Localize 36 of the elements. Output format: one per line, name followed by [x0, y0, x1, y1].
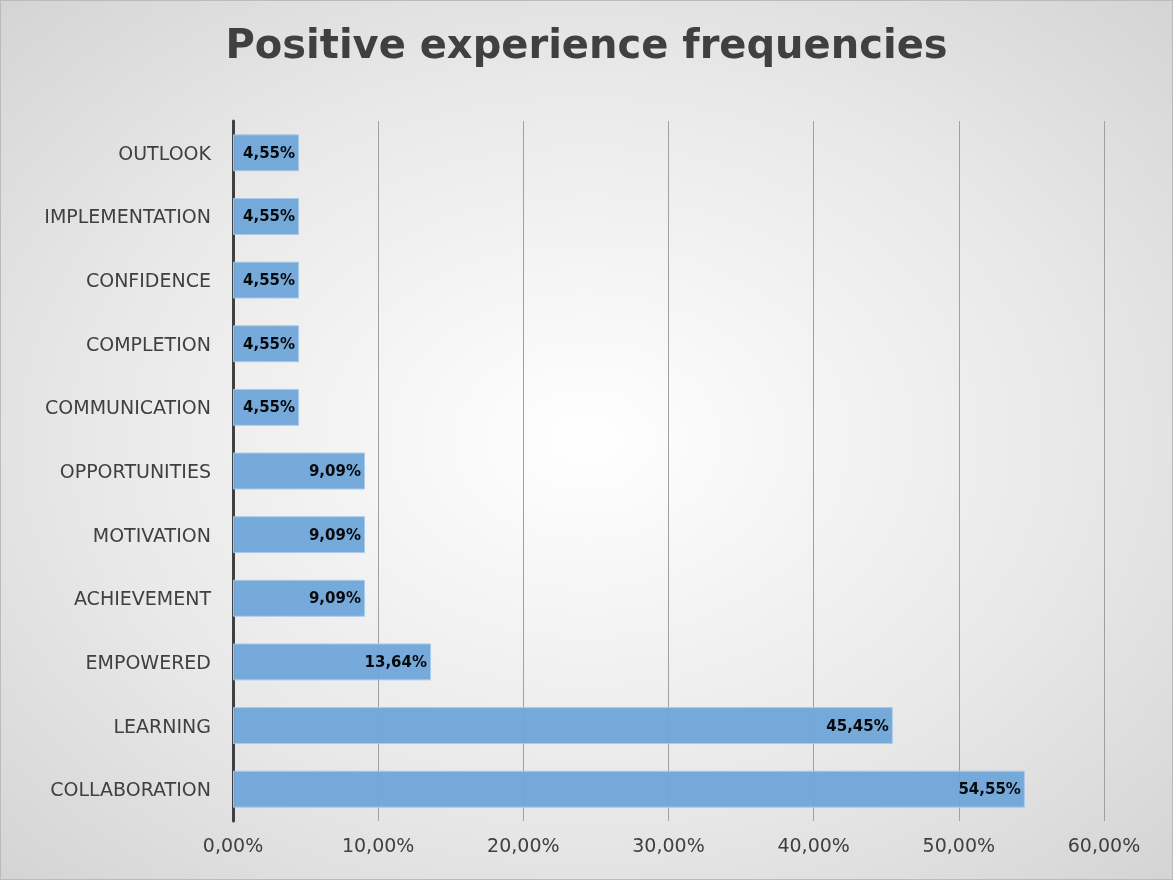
y-tick-label: COLLABORATION: [50, 778, 211, 801]
x-tick-label: 20,00%: [487, 833, 560, 856]
y-tick-label: EMPOWERED: [85, 650, 211, 673]
x-tick-label: 30,00%: [632, 833, 705, 856]
data-label: 54,55%: [958, 780, 1021, 799]
y-tick-label: OPPORTUNITIES: [59, 460, 211, 482]
x-tick-label: 10,00%: [341, 833, 415, 856]
x-tick-label: 50,00%: [922, 833, 996, 856]
bar: [233, 643, 432, 681]
bar: [233, 579, 365, 617]
y-tick-label: CONFIDENCE: [85, 269, 211, 292]
y-tick-label: COMPLETION: [85, 332, 211, 355]
data-label: 4,55%: [243, 334, 296, 353]
bar: [233, 516, 365, 554]
bar: [233, 452, 365, 490]
y-tick-label: MOTIVATION: [92, 523, 211, 546]
x-tick-label: 60,00%: [1067, 833, 1141, 856]
bar: [233, 707, 893, 744]
y-tick-label: ACHIEVEMENT: [73, 587, 212, 610]
x-tick-label: 0,00%: [202, 833, 264, 856]
chart-title: Positive experience frequencies: [225, 21, 948, 67]
data-label: 4,55%: [243, 271, 296, 290]
data-label: 9,09%: [308, 525, 361, 544]
y-tick-label: IMPLEMENTATION: [44, 205, 211, 228]
data-label: 45,45%: [826, 716, 889, 735]
data-label: 4,55%: [243, 143, 296, 162]
data-label: 13,64%: [364, 652, 428, 671]
data-label: 9,09%: [308, 589, 361, 608]
bar: [233, 770, 1025, 808]
data-label: 4,55%: [243, 398, 296, 417]
y-tick-label: LEARNING: [113, 714, 211, 737]
x-tick-label: 40,00%: [777, 833, 850, 856]
data-label: 9,09%: [308, 462, 361, 480]
y-tick-label: OUTLOOK: [118, 141, 212, 164]
data-label: 4,55%: [243, 207, 296, 226]
y-tick-label: COMMUNICATION: [45, 396, 211, 419]
